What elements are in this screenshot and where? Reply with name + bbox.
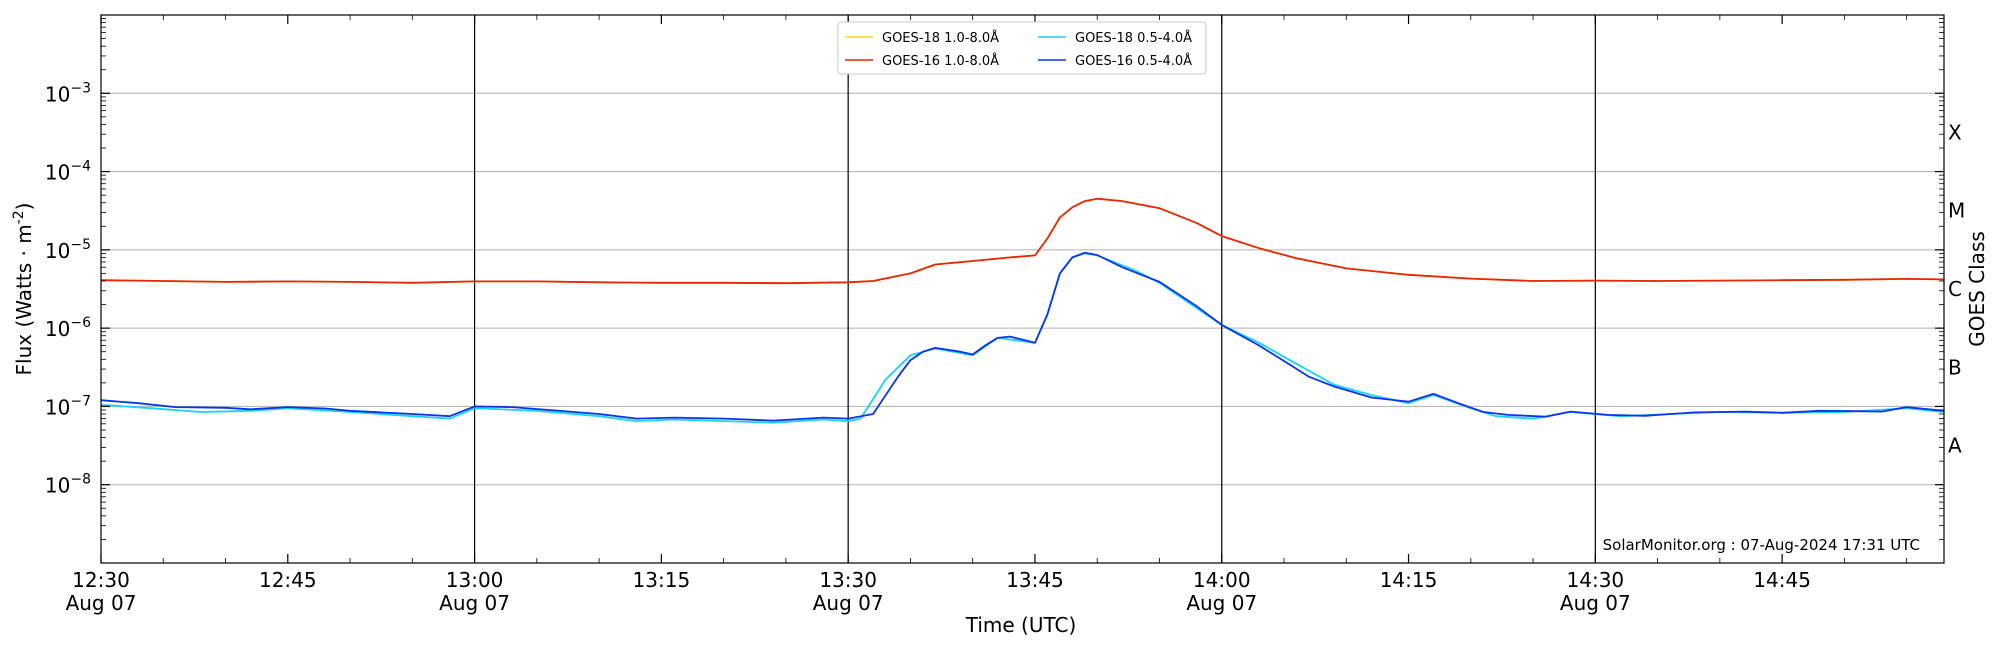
x-tick-date-6: Aug 07 <box>1186 591 1257 615</box>
x-tick-date-4: Aug 07 <box>813 591 884 615</box>
vertical-lines-layer <box>473 15 1596 563</box>
y-axis-title-close: ) <box>12 203 36 211</box>
legend-label-goes18-short: GOES-18 0.5-4.0Å <box>1075 30 1192 46</box>
goes-class-label-A: A <box>1948 434 1962 458</box>
goes-class-label-M: M <box>1948 199 1965 223</box>
series-line-3 <box>100 251 1945 422</box>
y-tick-exponent: −8 <box>70 472 91 488</box>
tick-layer <box>100 15 1944 563</box>
x-tick-label-1: 12:45 <box>259 568 317 592</box>
legend-label-goes18-long: GOES-18 1.0-8.0Å <box>882 30 999 46</box>
x-tick-label-9: 14:45 <box>1753 568 1811 592</box>
series-layer <box>100 197 1945 424</box>
y-tick-exponent: −7 <box>70 393 91 409</box>
x-tick-date-8: Aug 07 <box>1560 591 1631 615</box>
x-tick-label-0: 12:30 <box>72 568 130 592</box>
y-tick-exponent: −4 <box>70 159 91 175</box>
y-tick-base: 10 <box>45 474 70 498</box>
legend-label-goes16-short: GOES-16 0.5-4.0Å <box>1075 53 1192 69</box>
y-tick-labels: 10−810−710−610−510−410−3 <box>45 80 91 497</box>
x-axis-title: Time (UTC) <box>965 613 1077 637</box>
y-tick-label-1: 10−7 <box>45 393 91 419</box>
y-tick-base: 10 <box>45 239 70 263</box>
x-tick-label-2: 13:00 <box>446 568 504 592</box>
grid-layer <box>101 92 1944 486</box>
legend-box <box>837 21 1207 75</box>
y-axis-title-main: Flux (Watts · m <box>12 224 36 375</box>
series-line-1 <box>100 197 1945 285</box>
goes-class-label-X: X <box>1948 120 1962 144</box>
x-tick-date-2: Aug 07 <box>439 591 510 615</box>
y-tick-base: 10 <box>45 82 70 106</box>
y-tick-label-0: 10−8 <box>45 472 91 498</box>
y-tick-exponent: −5 <box>70 237 91 253</box>
y-tick-base: 10 <box>45 317 70 341</box>
y-tick-label-4: 10−4 <box>45 159 91 185</box>
legend: GOES-18 1.0-8.0Å GOES-16 1.0-8.0Å GOES-1… <box>837 21 1207 75</box>
goes-class-label-B: B <box>1948 355 1962 379</box>
x-tick-label-5: 13:45 <box>1006 568 1064 592</box>
y-tick-exponent: −6 <box>70 315 91 331</box>
plot-frame <box>100 14 1945 564</box>
x-tick-label-4: 13:30 <box>819 568 877 592</box>
legend-label-goes16-long: GOES-16 1.0-8.0Å <box>882 53 999 69</box>
y-tick-exponent: −3 <box>70 80 91 96</box>
goes-class-labels: A B C M X <box>1948 120 1965 457</box>
y-tick-label-5: 10−3 <box>45 80 91 106</box>
credit-text: SolarMonitor.org : 07-Aug-2024 17:31 UTC <box>1603 536 1920 554</box>
y-tick-base: 10 <box>45 395 70 419</box>
goes-class-label-C: C <box>1948 277 1962 301</box>
x-tick-label-3: 13:15 <box>633 568 691 592</box>
x-tick-date-0: Aug 07 <box>66 591 137 615</box>
x-tick-label-8: 14:30 <box>1567 568 1625 592</box>
x-tick-label-7: 14:15 <box>1380 568 1438 592</box>
y-axis-title-superscript: -2 <box>11 210 27 224</box>
y-tick-label-3: 10−5 <box>45 237 91 263</box>
y-axis-title: Flux (Watts · m-2) <box>11 203 36 376</box>
right-axis-title: GOES Class <box>1965 231 1989 347</box>
x-tick-label-6: 14:00 <box>1193 568 1251 592</box>
y-tick-label-2: 10−6 <box>45 315 91 341</box>
y-tick-base: 10 <box>45 161 70 185</box>
